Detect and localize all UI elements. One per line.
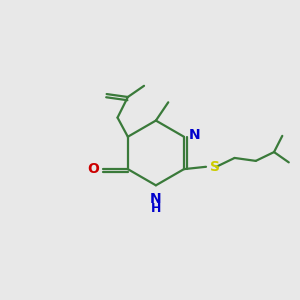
Text: S: S (210, 160, 220, 174)
Text: O: O (87, 162, 99, 176)
Text: H: H (151, 202, 161, 215)
Text: N: N (189, 128, 201, 142)
Text: N: N (150, 192, 162, 206)
